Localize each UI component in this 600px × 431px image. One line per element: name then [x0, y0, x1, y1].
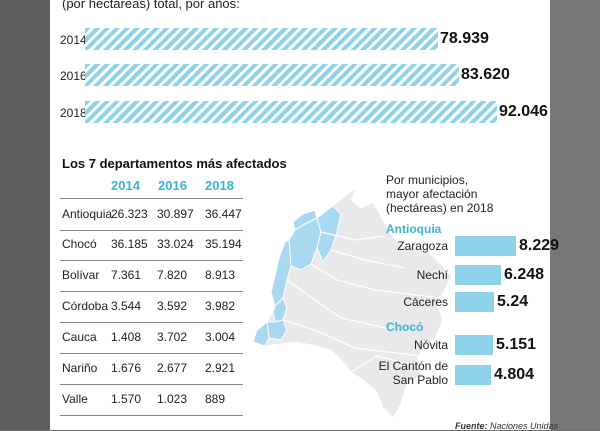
table-row-name: Cauca	[62, 330, 97, 344]
table-row-name: Antioquia	[62, 207, 113, 221]
municipio-name: Cáceres	[403, 295, 448, 309]
municipio-bar	[455, 292, 494, 312]
map-internal-borders	[282, 231, 442, 373]
chart-caption: (por hectáreas) total, por años:	[62, 0, 240, 11]
table-row-name: Bolívar	[62, 268, 100, 282]
table-row-name: Nariño	[62, 361, 98, 375]
municipio-bar	[455, 335, 493, 355]
year-label: 2018	[60, 106, 87, 120]
table-cell: 3.702	[157, 330, 188, 344]
source-label: Fuente:	[455, 421, 488, 431]
municipio-value-label: 5.151	[496, 336, 537, 353]
municipio-name: Zaragoza	[397, 239, 448, 253]
table-row: Antioquia 26.323 30.897 36.447	[60, 198, 243, 231]
municipio-bar	[455, 236, 516, 256]
department-label: Chocó	[386, 320, 424, 334]
municipio-value-label: 6.248	[504, 266, 545, 283]
table-header-2016: 2016	[158, 178, 187, 193]
right-margin	[550, 0, 600, 430]
table-cell: 1.676	[111, 361, 142, 375]
left-margin	[0, 0, 50, 430]
municipio-name: San Pablo	[392, 373, 448, 387]
year-label: 2014	[60, 33, 87, 47]
municipio-bar	[455, 365, 491, 385]
annual-bar	[85, 64, 459, 86]
table-header-2014: 2014	[111, 178, 140, 193]
map-region-choco	[270, 239, 292, 307]
table-cell: 1.408	[111, 330, 142, 344]
table-row-name: Córdoba	[62, 299, 109, 313]
municipio-name: Nechí	[416, 268, 448, 282]
table-cell: 3.592	[157, 299, 188, 313]
table-cell: 1.023	[157, 392, 188, 406]
municipio-name: Nóvita	[413, 338, 448, 352]
table-row: Nariño 1.676 2.677 2.921	[60, 353, 243, 385]
municipios-title-line3: (hectáreas) en 2018	[386, 201, 494, 215]
municipio-value-label: 4.804	[494, 366, 535, 383]
table-cell: 26.323	[111, 207, 148, 221]
municipios-title-line1: Por municipios,	[386, 173, 469, 187]
table-cell: 36.447	[205, 207, 242, 221]
table-cell: 1.570	[111, 392, 142, 406]
table-row: Chocó 36.185 33.024 35.194	[60, 229, 243, 261]
map-region-cordoba	[292, 209, 318, 231]
year-label: 2016	[60, 69, 87, 83]
table-cell: 8.913	[205, 268, 236, 282]
table-cell: 3.544	[111, 299, 142, 313]
municipio-value-label: 5.24	[497, 293, 529, 310]
department-label: Antioquia	[386, 222, 442, 236]
annual-value-label: 78.939	[440, 30, 489, 47]
table-cell: 36.185	[111, 237, 148, 251]
source-note: Fuente: Naciones Unidas	[455, 421, 558, 431]
annual-value-label: 92.046	[499, 103, 548, 120]
table-cell: 3.982	[205, 299, 236, 313]
table-row-name: Chocó	[62, 237, 97, 251]
table-row: Córdoba 3.544 3.592 3.982	[60, 291, 243, 323]
municipio-bar	[455, 265, 501, 285]
table-row: Cauca 1.408 3.702 3.004	[60, 322, 243, 354]
table-cell: 7.820	[157, 268, 188, 282]
table-cell: 30.897	[157, 207, 194, 221]
colombia-map	[252, 186, 452, 419]
table-cell: 35.194	[205, 237, 242, 251]
annual-bar	[85, 101, 497, 123]
table-cell: 33.024	[157, 237, 194, 251]
annual-bar	[85, 28, 438, 50]
table-header-2018: 2018	[205, 178, 234, 193]
annual-value-label: 83.620	[461, 66, 510, 83]
table-row: Bolívar 7.361 7.820 8.913	[60, 260, 243, 292]
table-title: Los 7 departamentos más afectados	[62, 156, 287, 171]
map-region-narino	[252, 321, 270, 347]
table-cell: 7.361	[111, 268, 142, 282]
table-cell: 889	[205, 392, 226, 406]
source-text: Naciones Unidas	[490, 421, 559, 431]
municipio-value-label: 8.229	[519, 237, 560, 254]
table-cell: 3.004	[205, 330, 236, 344]
municipio-name: El Cantón de	[378, 359, 448, 373]
table-cell: 2.677	[157, 361, 188, 375]
table-row: Valle 1.570 1.023 889	[60, 384, 243, 416]
table-row-name: Valle	[62, 392, 88, 406]
municipios-title-line2: mayor afectación	[386, 187, 478, 201]
table-cell: 2.921	[205, 361, 236, 375]
